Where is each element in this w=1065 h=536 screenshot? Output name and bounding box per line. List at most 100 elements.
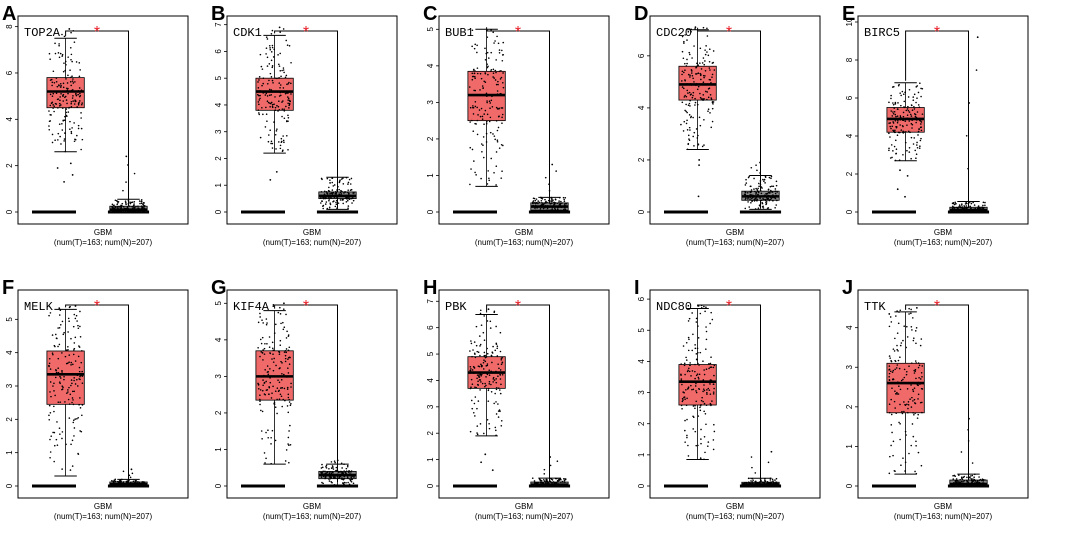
data-point xyxy=(917,91,920,94)
data-point xyxy=(699,351,702,354)
data-point xyxy=(287,367,289,369)
data-point xyxy=(265,53,267,55)
data-point xyxy=(135,479,137,482)
data-point xyxy=(711,73,714,76)
data-point xyxy=(978,479,981,482)
data-point xyxy=(563,198,565,201)
data-point xyxy=(762,207,765,209)
significance-star: * xyxy=(934,298,940,315)
data-point xyxy=(348,478,351,480)
data-point xyxy=(70,84,73,87)
data-point xyxy=(51,101,54,104)
data-point xyxy=(706,445,709,447)
data-point xyxy=(701,396,703,399)
y-tick-label: 6 xyxy=(5,70,14,75)
data-point xyxy=(917,393,920,396)
data-point xyxy=(912,339,915,342)
data-point xyxy=(271,79,274,82)
data-point xyxy=(706,91,708,93)
data-point xyxy=(756,190,759,192)
data-point xyxy=(489,107,491,110)
data-point xyxy=(272,353,274,356)
data-point xyxy=(122,470,125,473)
data-point xyxy=(917,398,919,400)
data-point xyxy=(470,342,473,345)
data-point xyxy=(139,202,141,205)
data-point xyxy=(54,52,57,55)
max-point xyxy=(915,306,918,309)
data-point xyxy=(699,62,701,64)
data-point xyxy=(263,452,266,454)
data-point xyxy=(899,356,901,358)
data-point xyxy=(691,74,694,77)
data-point xyxy=(281,108,284,110)
data-point xyxy=(283,110,286,112)
data-point xyxy=(761,481,764,484)
data-point xyxy=(257,101,260,103)
data-point xyxy=(564,196,567,199)
data-point xyxy=(486,120,488,123)
data-point xyxy=(697,325,699,327)
data-point xyxy=(290,382,292,385)
data-point xyxy=(970,478,973,480)
data-point xyxy=(471,369,474,371)
data-point xyxy=(266,38,269,40)
data-point xyxy=(493,77,495,79)
data-point xyxy=(490,29,492,31)
data-point xyxy=(690,375,692,377)
data-point xyxy=(685,404,688,407)
data-point xyxy=(703,435,706,438)
data-point xyxy=(471,45,473,48)
data-point xyxy=(911,396,913,399)
data-point xyxy=(267,436,270,439)
data-point xyxy=(473,72,476,75)
data-point xyxy=(953,203,956,206)
plot-frame xyxy=(17,289,189,499)
data-point xyxy=(913,113,916,115)
y-tick-label: 4 xyxy=(214,337,223,342)
data-point xyxy=(494,79,497,81)
data-point xyxy=(67,111,70,113)
data-point xyxy=(892,112,895,115)
data-point xyxy=(77,324,79,327)
data-point xyxy=(910,122,913,125)
data-point xyxy=(913,137,916,139)
outlier-point xyxy=(63,180,65,183)
data-point xyxy=(497,363,499,366)
data-point xyxy=(288,107,290,109)
data-point xyxy=(483,432,485,435)
data-point xyxy=(902,115,905,118)
data-point xyxy=(695,444,698,447)
data-point xyxy=(492,31,494,34)
y-tick-label: 5 xyxy=(637,327,646,332)
data-point xyxy=(546,480,549,483)
data-point xyxy=(692,116,694,119)
data-point xyxy=(257,382,259,385)
data-point xyxy=(709,393,712,395)
data-point xyxy=(708,48,711,51)
data-point xyxy=(341,478,343,481)
data-point xyxy=(287,114,289,117)
data-point xyxy=(67,56,69,58)
data-point xyxy=(341,477,343,479)
data-point xyxy=(331,181,334,184)
data-point xyxy=(274,96,276,98)
data-point xyxy=(919,126,922,129)
data-point xyxy=(759,197,761,200)
data-point xyxy=(697,72,699,75)
data-point xyxy=(262,379,264,381)
data-point xyxy=(496,347,499,350)
gene-label: TTK xyxy=(864,300,886,314)
data-point xyxy=(686,58,688,61)
data-point xyxy=(265,92,268,95)
data-point xyxy=(59,83,62,85)
data-point xyxy=(484,382,486,385)
data-point xyxy=(484,81,487,84)
data-point xyxy=(50,114,52,116)
data-point xyxy=(755,193,757,195)
data-point xyxy=(484,356,487,359)
data-point xyxy=(59,309,62,312)
data-point xyxy=(262,113,264,116)
data-point xyxy=(75,92,77,95)
data-point xyxy=(491,105,494,108)
